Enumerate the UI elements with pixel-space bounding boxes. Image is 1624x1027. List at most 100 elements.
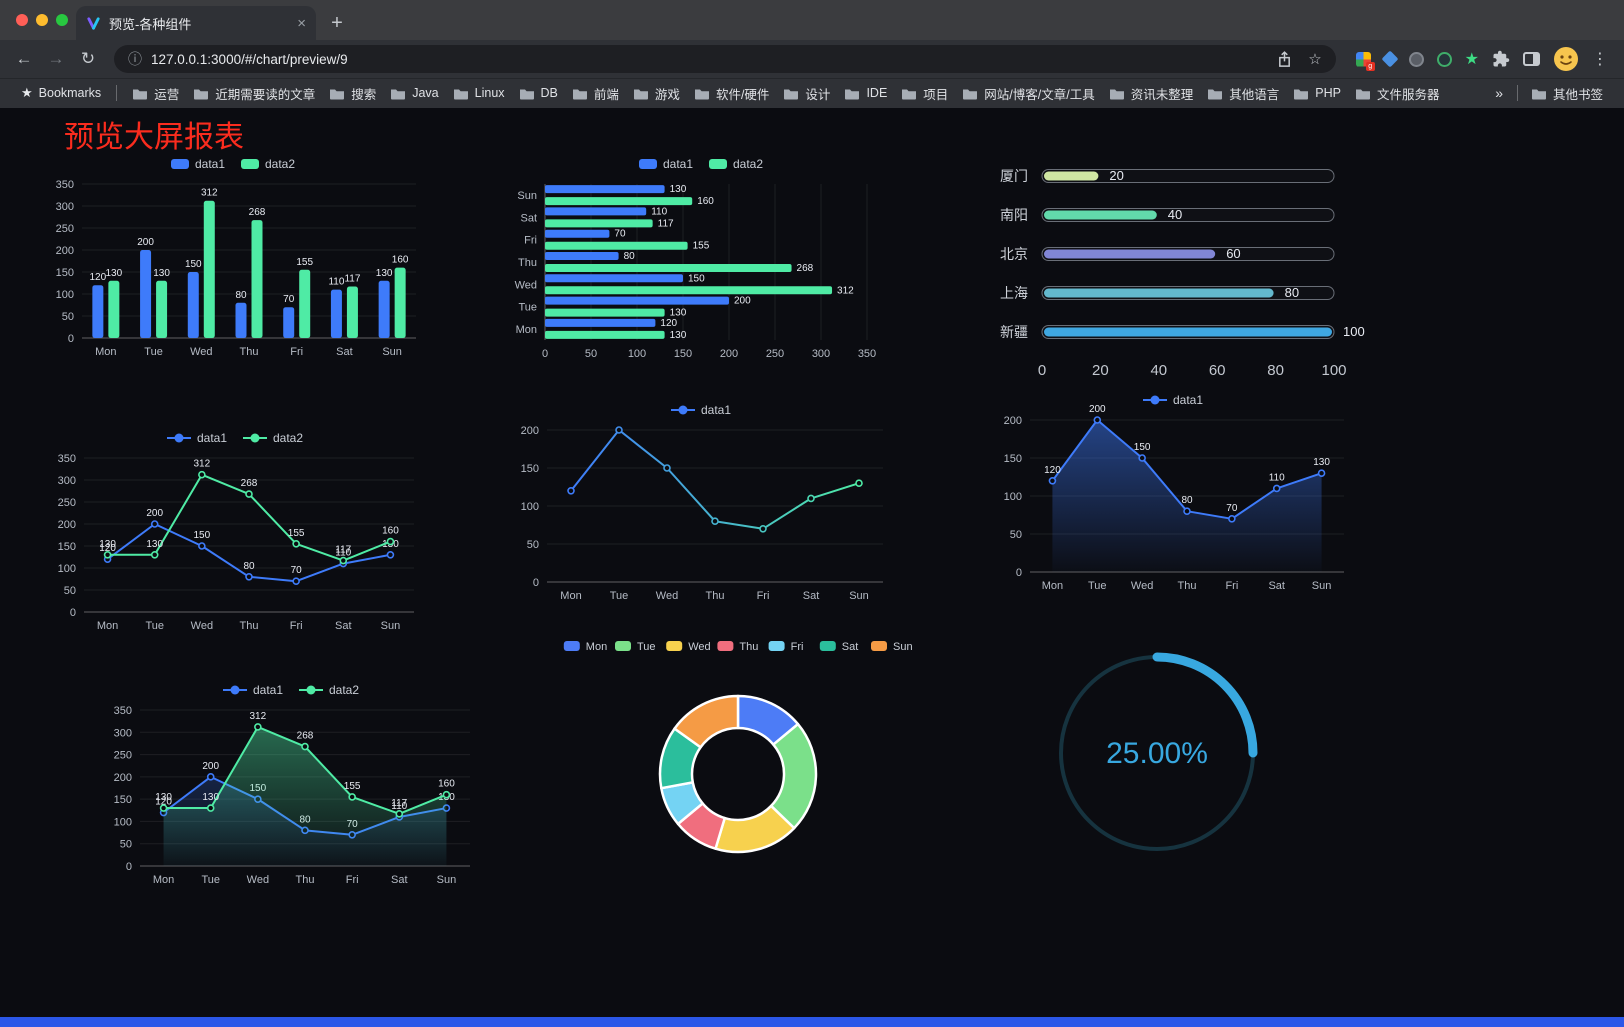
svg-text:0: 0 xyxy=(126,861,132,873)
svg-text:Fri: Fri xyxy=(290,346,303,358)
svg-text:data1: data1 xyxy=(663,157,693,171)
bookmark-item[interactable]: DB xyxy=(512,81,565,105)
chart-line-area: data1 0 50 100 150 200 Mon Tue Wed Thu Fri Sat Sun 12… xyxy=(986,386,1362,598)
svg-text:25.00%: 25.00% xyxy=(1106,737,1208,770)
bookmark-item[interactable]: 软件/硬件 xyxy=(687,81,776,105)
bookmark-label: 游戏 xyxy=(654,87,680,102)
svg-text:Tue: Tue xyxy=(637,641,656,653)
bookmark-item[interactable]: 游戏 xyxy=(626,81,687,105)
folder-icon xyxy=(453,89,468,99)
svg-text:100: 100 xyxy=(58,563,76,575)
svg-text:南阳: 南阳 xyxy=(1000,207,1028,223)
svg-text:Sat: Sat xyxy=(391,874,408,886)
chart-line-gradient: data1 0 50 100 150 200 Mon Tue Wed Thu Fri Sat Sun xyxy=(503,396,901,608)
profile-avatar[interactable] xyxy=(1553,46,1579,72)
progress-bars-svg: 厦门 20 南阳 40 北京 60 上海 80 新疆 100 0 20 40 60 80 100 xyxy=(1000,168,1365,379)
share-icon[interactable] xyxy=(1277,50,1292,68)
browser-tab[interactable]: 预览-各种组件 × xyxy=(76,6,316,40)
extensions-puzzle-icon[interactable] xyxy=(1492,50,1510,68)
reload-icon[interactable]: ↻ xyxy=(80,49,96,68)
ext-grid-icon[interactable]: g xyxy=(1355,51,1375,71)
minimize-window-button[interactable] xyxy=(36,14,48,26)
bookmark-item[interactable]: Java xyxy=(383,81,445,105)
bookmark-item[interactable]: 网站/博客/文章/工具 xyxy=(955,81,1101,105)
ext-circle-icon[interactable] xyxy=(1408,51,1424,67)
svg-text:80: 80 xyxy=(1181,495,1193,506)
svg-text:Fri: Fri xyxy=(346,874,359,886)
svg-text:Thu: Thu xyxy=(296,874,315,886)
svg-text:160: 160 xyxy=(392,255,409,266)
svg-text:200: 200 xyxy=(720,348,738,360)
svg-text:110: 110 xyxy=(651,206,667,217)
svg-text:Sun: Sun xyxy=(1312,580,1332,592)
bookmark-item[interactable]: 项目 xyxy=(894,81,955,105)
svg-text:Sun: Sun xyxy=(437,874,457,886)
svg-text:160: 160 xyxy=(382,526,399,537)
chart-donut: Mon Tue Wed Thu Fri Sat Sun xyxy=(540,632,936,928)
back-icon[interactable]: ← xyxy=(15,49,33,68)
url-text: 127.0.0.1:3000/#/chart/preview/9 xyxy=(151,51,348,67)
svg-text:100: 100 xyxy=(1343,324,1365,339)
svg-text:data1: data1 xyxy=(1173,393,1203,407)
svg-text:250: 250 xyxy=(114,750,132,762)
svg-text:Sat: Sat xyxy=(335,620,352,632)
grouped-bar-svg: data1 data2 0 50 100 150 200 250 300 350 Mon Tue Wed… xyxy=(56,157,416,358)
svg-text:150: 150 xyxy=(58,541,76,553)
other-bookmarks-item[interactable]: 其他书签 xyxy=(1524,81,1610,105)
svg-text:120: 120 xyxy=(660,318,677,329)
bookmark-item[interactable]: 其他语言 xyxy=(1200,81,1286,105)
side-panel-icon[interactable] xyxy=(1523,52,1540,66)
svg-text:data2: data2 xyxy=(733,157,763,171)
bookmark-item[interactable]: Linux xyxy=(446,81,512,105)
ext-green-circle-icon[interactable] xyxy=(1436,51,1452,67)
svg-text:130: 130 xyxy=(670,330,687,341)
line-two-series-svg: data1 data2 0 50 100 150 200 250 300 350 Mon Tue Wed… xyxy=(58,431,414,632)
svg-text:300: 300 xyxy=(812,348,830,360)
tab-close-icon[interactable]: × xyxy=(297,14,306,32)
bookmarks-label-item[interactable]: ★ Bookmarks xyxy=(14,81,108,105)
svg-text:40: 40 xyxy=(1168,207,1182,222)
bookmark-star-icon[interactable]: ☆ xyxy=(1308,51,1322,68)
bookmark-item[interactable]: 运营 xyxy=(125,81,186,105)
new-tab-button[interactable]: + xyxy=(331,11,343,34)
svg-text:155: 155 xyxy=(693,241,710,252)
site-info-icon[interactable]: ⓘ xyxy=(128,51,142,67)
bookmark-item[interactable]: IDE xyxy=(837,81,894,105)
svg-text:Wed: Wed xyxy=(190,346,212,358)
folder-icon xyxy=(194,89,209,99)
svg-text:100: 100 xyxy=(56,289,74,301)
svg-text:50: 50 xyxy=(585,348,597,360)
bookmark-item[interactable]: 近期需要读的文章 xyxy=(186,81,322,105)
bookmark-label: 资讯未整理 xyxy=(1130,87,1194,102)
svg-text:Sat: Sat xyxy=(520,212,537,224)
svg-text:100: 100 xyxy=(628,348,646,360)
address-bar[interactable]: ⓘ 127.0.0.1:3000/#/chart/preview/9 ☆ xyxy=(114,45,1336,73)
bookmarks-overflow-chevron[interactable]: » xyxy=(1495,85,1503,101)
svg-text:150: 150 xyxy=(1134,442,1151,453)
menu-kebab-icon[interactable]: ⋮ xyxy=(1592,51,1608,68)
svg-text:上海: 上海 xyxy=(1000,285,1028,301)
svg-text:20: 20 xyxy=(1109,168,1123,183)
svg-text:312: 312 xyxy=(194,459,211,470)
close-window-button[interactable] xyxy=(16,14,28,26)
bookmark-label: Java xyxy=(412,86,439,100)
chart-horizontal-bar: data1 data2 0 50 100 150 200 250 300 350 Mon 120 130… xyxy=(503,150,901,366)
svg-text:50: 50 xyxy=(1010,529,1022,541)
bookmark-label: 网站/博客/文章/工具 xyxy=(984,87,1095,102)
bookmark-item[interactable]: 资讯未整理 xyxy=(1102,81,1201,105)
svg-text:40: 40 xyxy=(1150,362,1167,379)
bookmark-item[interactable]: 设计 xyxy=(776,81,837,105)
folder-icon xyxy=(845,89,860,99)
bookmark-item[interactable]: 前端 xyxy=(565,81,626,105)
ext-star-icon[interactable]: ★ xyxy=(1464,50,1479,68)
forward-icon[interactable]: → xyxy=(47,49,65,68)
bookmark-item[interactable]: PHP xyxy=(1286,81,1348,105)
ext-diamond-icon[interactable] xyxy=(1381,50,1399,68)
bookmark-item[interactable]: 搜索 xyxy=(322,81,383,105)
svg-text:150: 150 xyxy=(688,273,705,284)
line-area-two-series-svg: data1 data2 0 50 100 150 200 250 300 350 Mon Tue Wed… xyxy=(114,683,470,886)
folder-icon xyxy=(963,89,978,99)
svg-text:Fri: Fri xyxy=(791,641,804,653)
maximize-window-button[interactable] xyxy=(56,14,68,26)
bookmark-item[interactable]: 文件服务器 xyxy=(1348,81,1447,105)
